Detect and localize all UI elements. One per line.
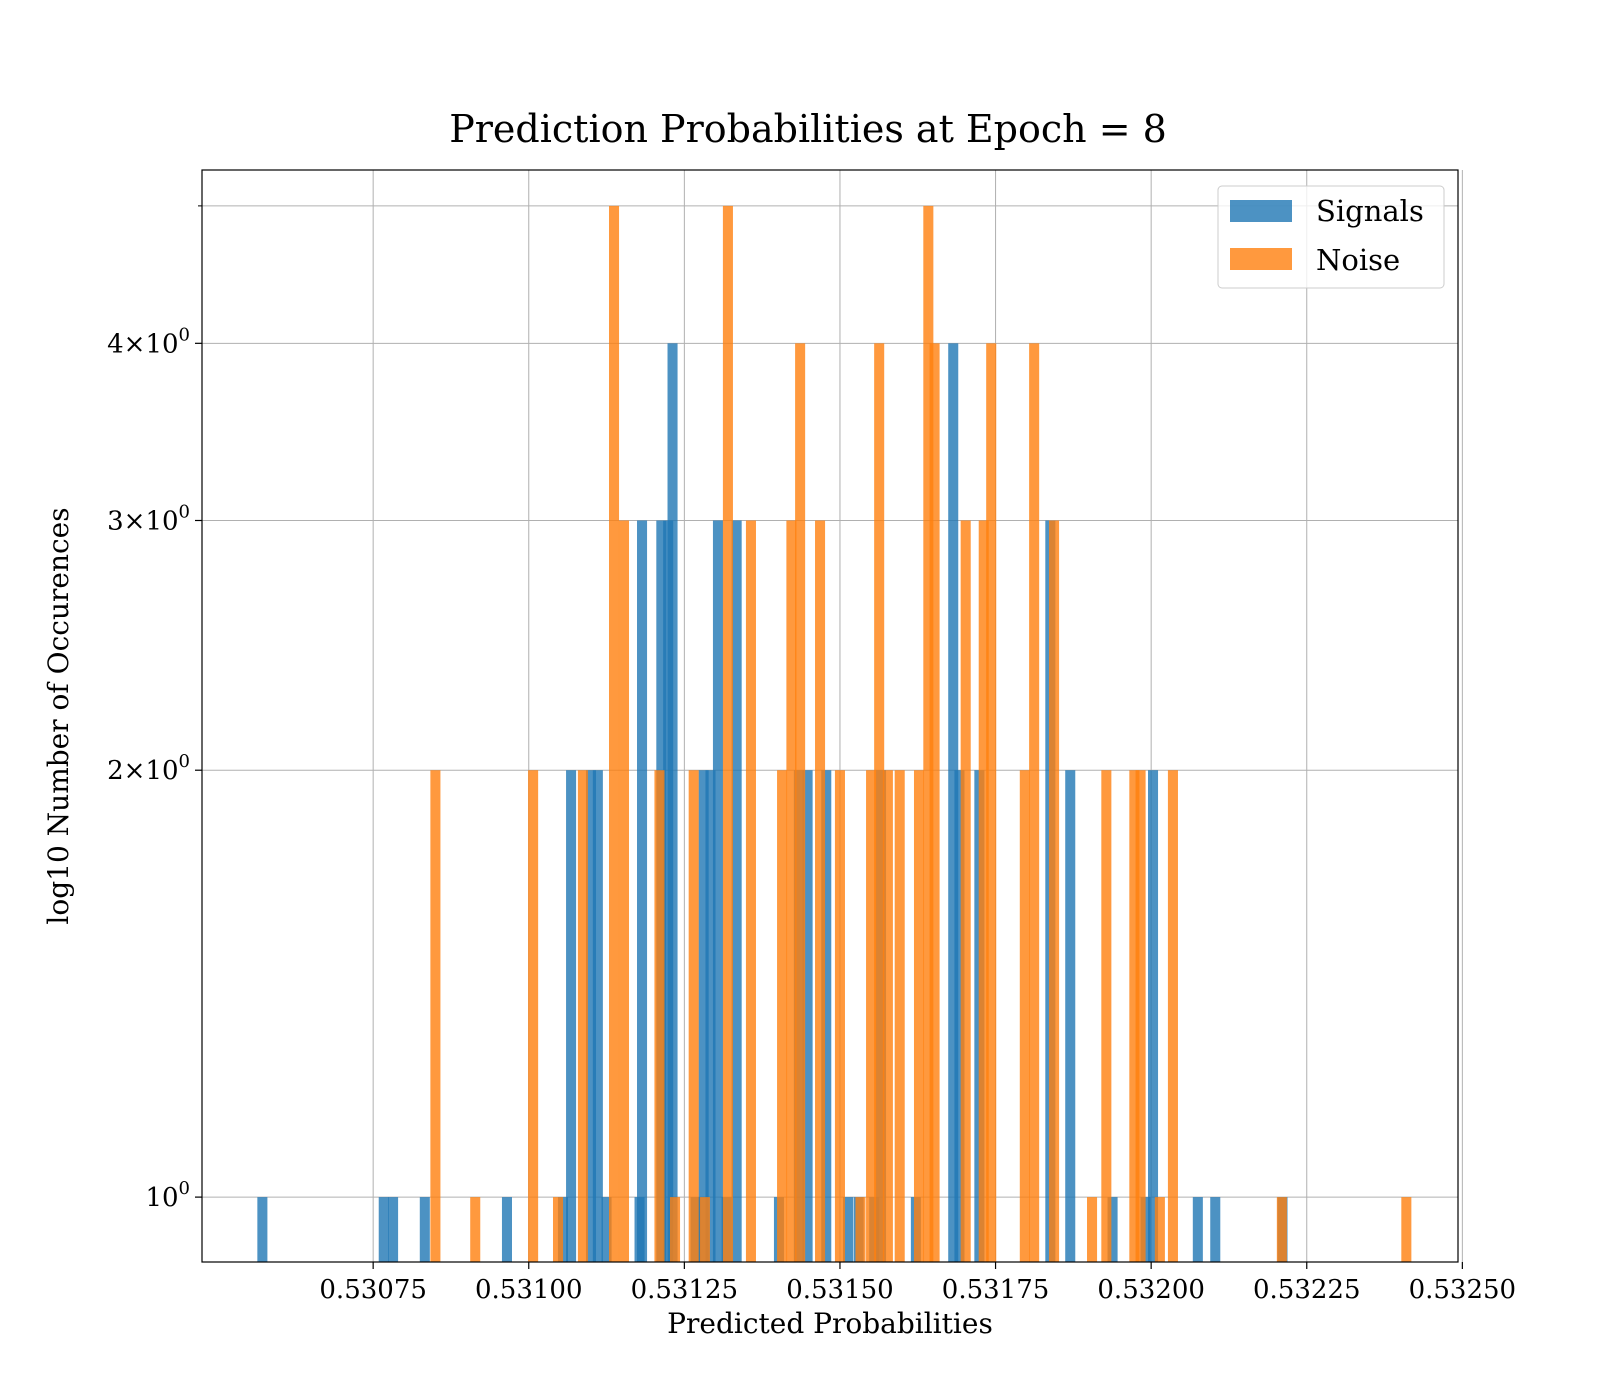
bar-signals <box>843 1197 854 1262</box>
bar-noise <box>654 770 665 1262</box>
bar-signals <box>378 1197 389 1262</box>
bar-noise <box>978 520 989 1262</box>
bar-noise <box>528 770 539 1262</box>
x-tick-label: 0.53100 <box>475 1275 583 1305</box>
bars-layer <box>257 205 1412 1262</box>
x-tick-label: 0.53075 <box>319 1275 427 1305</box>
bar-signals <box>954 770 965 1262</box>
bar-signals <box>821 770 832 1262</box>
bar-signals <box>667 343 678 1262</box>
bar-signals <box>601 1197 612 1262</box>
x-tick-label: 0.53125 <box>631 1275 739 1305</box>
plot-frame <box>201 169 1459 1263</box>
x-tick-label: 0.53150 <box>786 1275 894 1305</box>
bar-noise <box>923 205 934 1262</box>
legend: Signals Noise <box>1217 185 1445 289</box>
x-axis-label: Predicted Probabilities <box>667 1307 993 1340</box>
legend-swatch-signals <box>1230 200 1292 222</box>
bar-noise <box>913 770 925 1262</box>
bar-noise <box>815 520 826 1262</box>
bar-signals <box>419 1197 430 1262</box>
bar-noise <box>722 205 733 1262</box>
bar-signals <box>712 520 723 1262</box>
bar-noise <box>1029 343 1040 1262</box>
bar-noise <box>1167 770 1178 1262</box>
bar-signals <box>257 1197 268 1262</box>
bar-signals <box>1210 1197 1221 1262</box>
bar-noise <box>745 520 756 1262</box>
legend-label-signals: Signals <box>1316 194 1424 228</box>
bar-noise <box>688 770 699 1262</box>
bar-noise <box>929 343 940 1262</box>
bar-noise <box>855 1197 866 1262</box>
y-tick-label: 100 <box>145 1178 190 1213</box>
y-tick-label: 3×100 <box>107 501 190 536</box>
bar-noise <box>618 520 630 1262</box>
bar-signals <box>1192 1197 1203 1262</box>
bar-noise <box>834 770 845 1262</box>
bar-signals <box>698 770 709 1262</box>
bar-noise <box>552 1197 564 1262</box>
bar-noise <box>1101 770 1112 1262</box>
bar-signals <box>637 520 648 1262</box>
bar-signals <box>1107 1197 1118 1262</box>
bar-noise <box>699 1197 710 1262</box>
bar-noise <box>670 1197 681 1262</box>
bar-noise <box>577 770 588 1262</box>
grid-lines <box>202 170 1463 1262</box>
y-tick-label: 4×100 <box>107 324 190 359</box>
bar-noise <box>1276 1197 1287 1262</box>
bar-noise <box>430 770 441 1262</box>
bar-signals <box>948 343 959 1262</box>
chart-title: Prediction Probabilities at Epoch = 8 <box>449 107 1167 151</box>
bar-noise <box>1049 520 1060 1262</box>
bar-signals <box>1148 770 1159 1262</box>
x-tick-label: 0.53200 <box>1097 1275 1205 1305</box>
y-axis-label: log10 Number of Occurences <box>42 507 75 924</box>
bar-noise <box>609 205 620 1262</box>
legend-label-noise: Noise <box>1316 243 1400 277</box>
bar-noise <box>1129 770 1140 1262</box>
bar-noise <box>795 343 806 1262</box>
bar-signals <box>501 1197 512 1262</box>
bar-noise <box>777 770 788 1262</box>
bar-noise <box>1087 1197 1098 1262</box>
bar-noise <box>874 343 885 1262</box>
bar-noise <box>470 1197 481 1262</box>
y-tick-label: 2×100 <box>107 751 190 786</box>
bar-noise <box>882 770 893 1262</box>
bar-noise <box>1019 770 1030 1262</box>
bar-signals <box>1065 770 1076 1262</box>
legend-swatch-noise <box>1230 248 1292 270</box>
bar-noise <box>786 520 797 1262</box>
bar-noise <box>1154 1197 1165 1262</box>
x-tick-label: 0.53175 <box>942 1275 1050 1305</box>
bar-noise <box>866 770 877 1262</box>
bar-signals <box>705 770 716 1262</box>
bar-signals <box>566 770 577 1262</box>
bar-noise <box>986 343 997 1262</box>
bar-noise <box>1401 1197 1412 1262</box>
x-tick-label: 0.53225 <box>1253 1275 1361 1305</box>
bar-signals <box>585 770 597 1262</box>
bar-signals <box>731 520 742 1262</box>
bar-noise <box>960 520 971 1262</box>
bar-signals <box>592 770 603 1262</box>
bar-signals <box>802 770 813 1262</box>
bar-noise <box>1135 770 1146 1262</box>
bar-signals <box>388 1197 399 1262</box>
x-tick-label: 0.53250 <box>1409 1275 1517 1305</box>
bar-noise <box>894 770 905 1262</box>
